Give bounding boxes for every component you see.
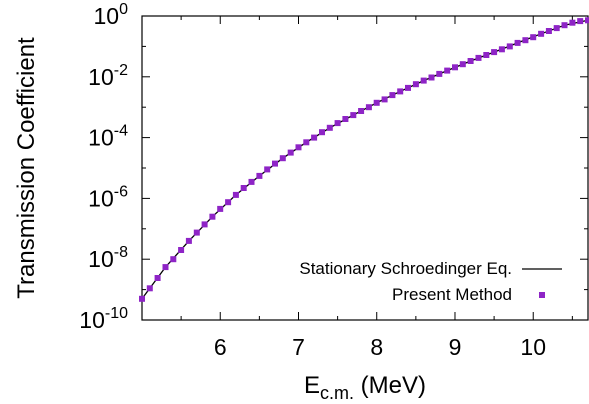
data-point-present-method [405,84,411,91]
data-point-present-method [287,149,294,156]
data-point-present-method [350,112,357,119]
data-point-present-method [201,221,208,228]
data-point-present-method [381,96,388,103]
data-point-present-method [452,64,458,71]
x-axis-ticks: 6 7 8 9 10 [180,16,573,360]
data-point-present-method [491,49,498,56]
data-point-present-method [232,191,239,198]
data-point-present-method [256,172,263,179]
data-point-present-method [209,213,216,220]
x-axis-label: Ec.m. (MeV) [304,372,426,403]
data-point-present-method [193,229,200,236]
data-point-present-method [522,37,529,44]
data-point-present-method [303,139,310,146]
data-point-present-method [467,58,474,64]
x-tick-label: 6 [214,334,227,360]
data-point-present-method [358,108,365,114]
data-point-present-method [217,205,224,212]
y-tick-label: 10-6 [88,183,128,211]
data-point-present-method [428,74,435,81]
data-point-present-method [185,237,192,244]
data-point-present-method [154,275,161,281]
data-point-present-method [162,264,169,271]
data-point-present-method [538,30,545,37]
data-point-present-method [326,124,333,131]
data-point-present-method [483,52,490,58]
data-point-present-method [561,22,568,29]
data-point-present-method [577,18,584,25]
data-point-present-method [498,46,505,53]
y-tick-label: 10-4 [88,123,128,151]
data-point-present-method [240,185,247,191]
data-point-present-method [342,116,349,122]
x-axis-label-main: E [304,372,320,399]
data-point-present-method [279,155,286,162]
y-axis-ticks: 100 10-2 10-4 10-6 10-8 10-10 [79,1,588,333]
legend-swatch-marker [539,292,545,298]
data-point-present-method [412,81,419,88]
data-point-present-method [475,54,482,61]
legend-label-markers: Present Method [392,285,512,304]
data-point-present-method [585,17,589,24]
data-point-present-method [389,92,396,99]
data-point-present-method [225,199,232,206]
data-point-present-method [146,285,153,292]
data-point-present-method [264,166,271,173]
data-point-present-method [514,39,521,46]
data-point-present-method [545,28,552,34]
series-line-stationary [141,19,589,300]
data-point-present-method [319,129,325,136]
data-point-present-method [178,247,185,253]
legend-label-line: Stationary Schroedinger Eq. [299,259,512,278]
x-tick-label: 8 [370,334,383,360]
data-point-present-method [530,34,537,41]
x-tick-label: 7 [292,334,305,360]
data-point-present-method [365,104,372,111]
series-layer [139,17,589,302]
data-point-present-method [170,256,177,263]
data-point-present-method [248,178,255,185]
data-point-present-method [334,120,341,127]
y-tick-label: 10-10 [79,305,128,333]
data-point-present-method [553,25,560,32]
data-point-present-method [272,160,278,167]
data-point-present-method [311,134,318,141]
data-point-present-method [569,19,576,26]
data-point-present-method [459,61,466,68]
y-tick-label: 10-2 [88,62,128,90]
y-axis-label: Transmission Coefficient [13,37,40,299]
data-point-present-method [373,99,380,106]
data-point-present-method [295,144,302,151]
y-tick-label: 100 [94,1,129,29]
data-point-present-method [444,67,451,74]
y-tick-label: 10-8 [88,244,128,272]
data-point-present-method [436,70,443,77]
data-point-present-method [139,295,145,302]
data-point-present-method [420,77,427,84]
data-point-present-method [397,88,404,95]
legend: Stationary Schroedinger Eq. Present Meth… [299,259,562,304]
x-tick-label: 10 [520,334,546,360]
x-axis-label-sub: c.m. [320,383,354,403]
data-point-present-method [506,43,513,50]
x-tick-label: 9 [449,334,462,360]
x-axis-label-rest: (MeV) [354,372,426,399]
